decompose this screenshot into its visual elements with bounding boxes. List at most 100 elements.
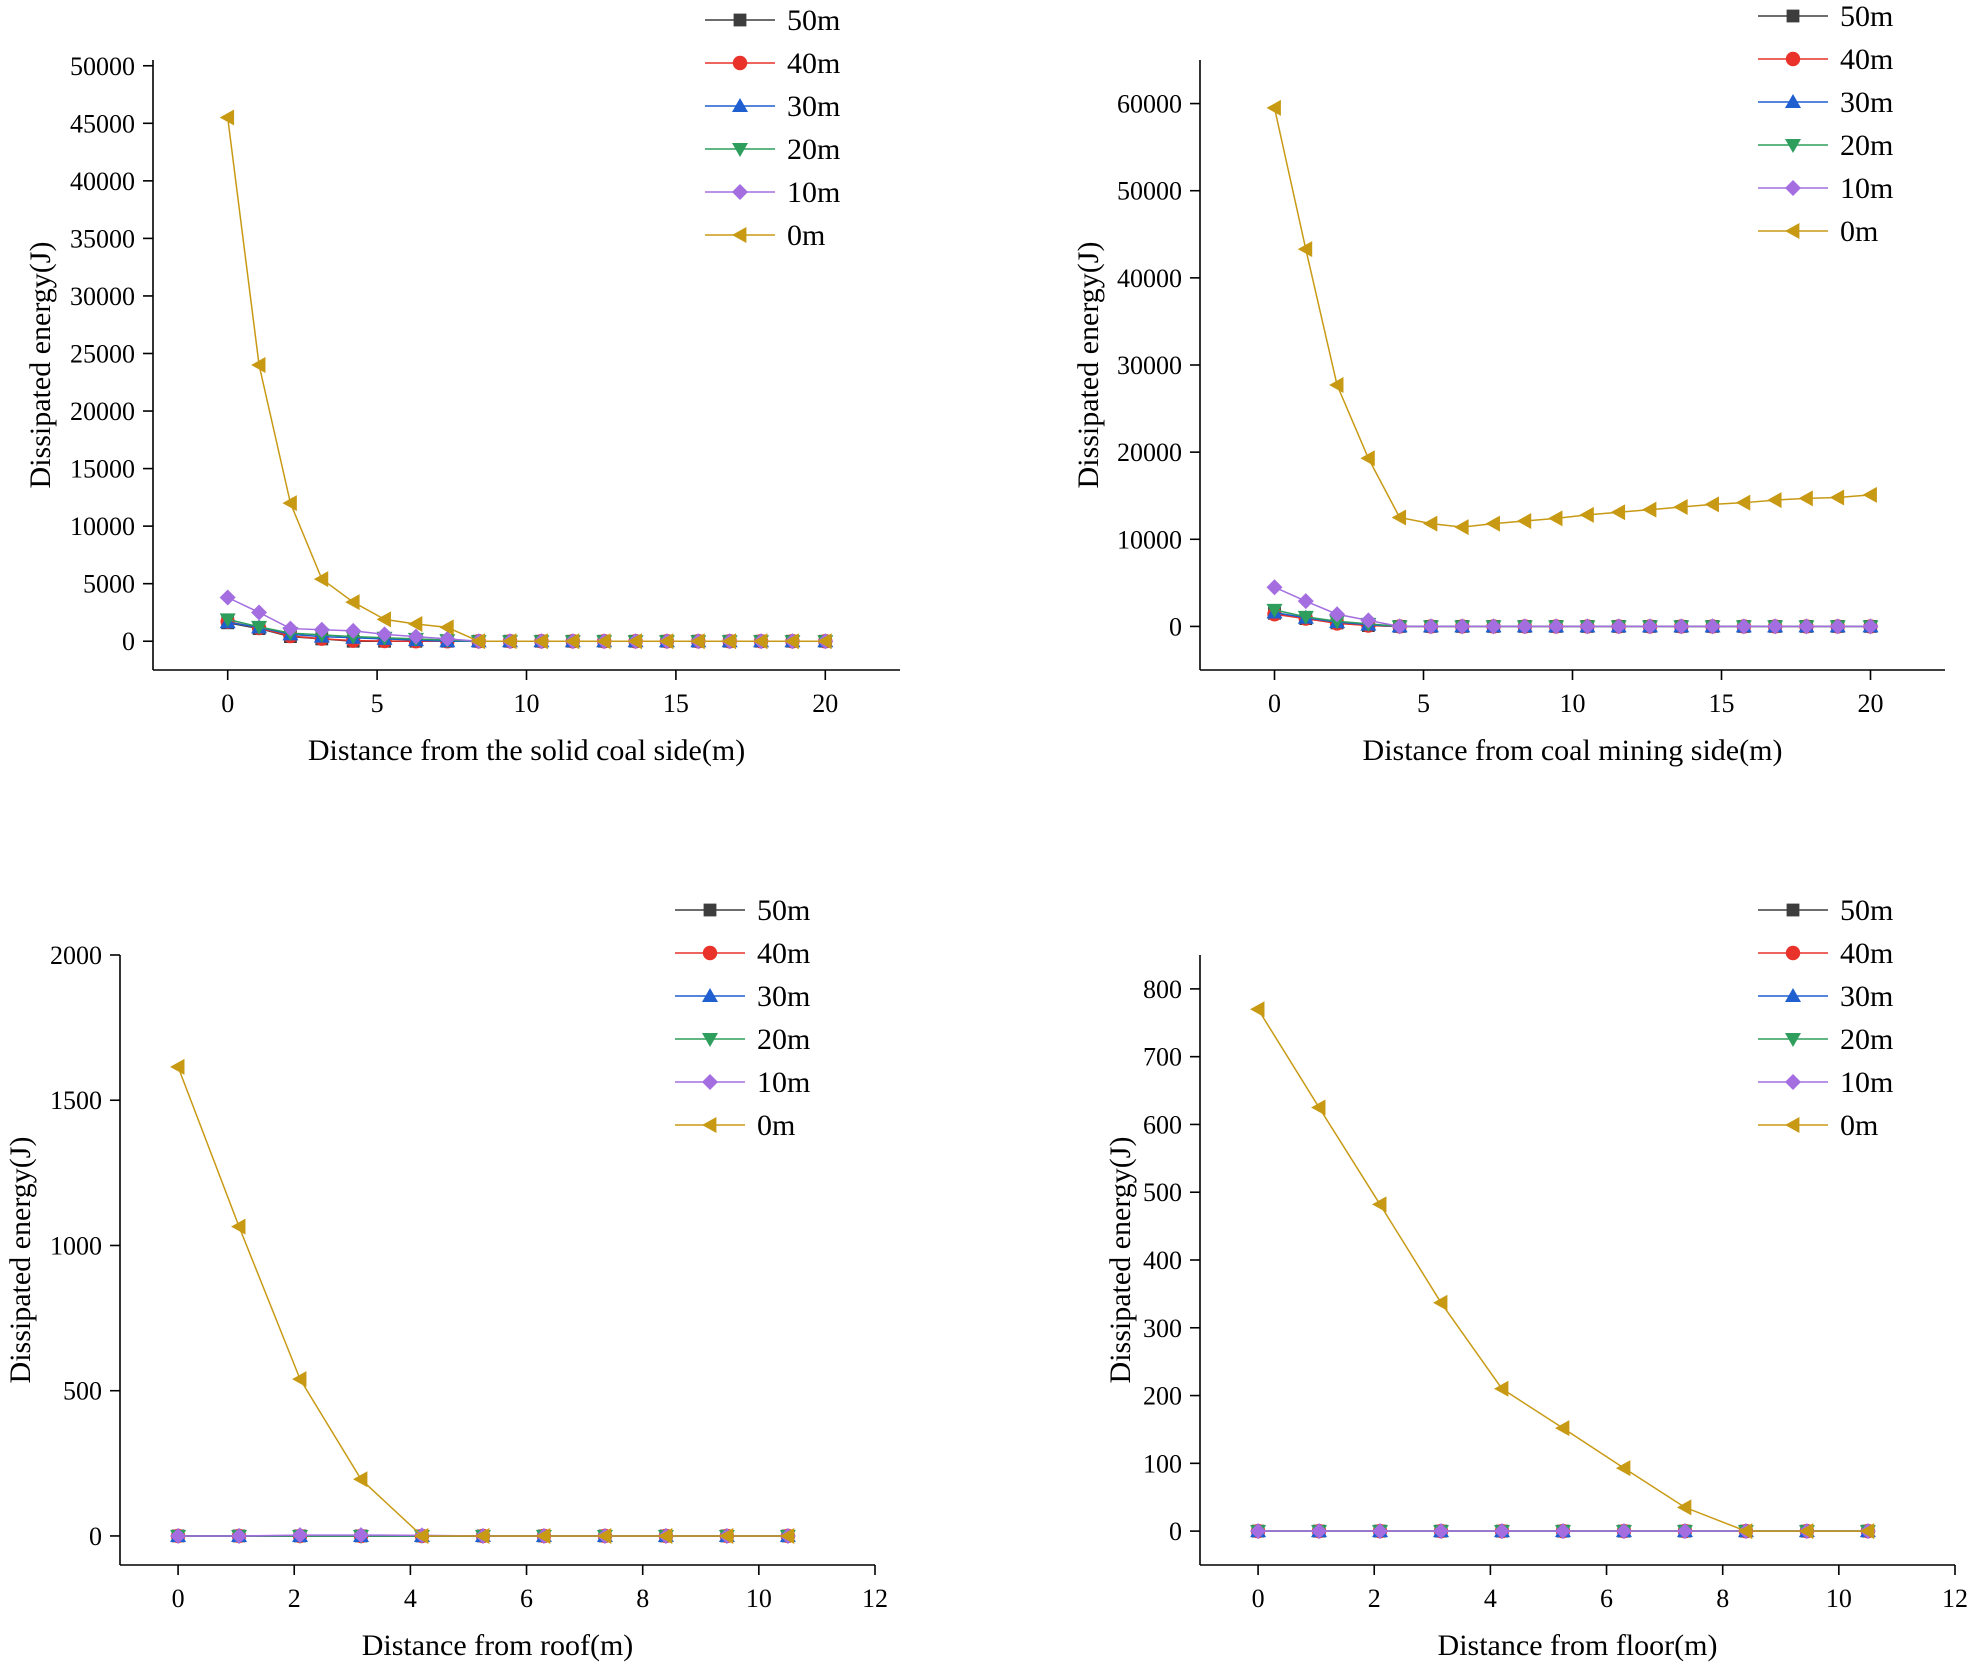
y-tick-label: 1500 xyxy=(50,1086,102,1115)
y-tick-label: 10000 xyxy=(70,512,135,541)
series-30m xyxy=(219,614,834,648)
chart-panel-floor: 0 2 4 6 8 10 12 0 100 200 300 400 500 600 700 800 Distan… xyxy=(1104,894,1968,1662)
data-point-0m xyxy=(533,633,548,650)
series-line-0m xyxy=(177,1066,788,1537)
data-point-0m xyxy=(690,633,705,650)
data-point-0m xyxy=(596,1527,612,1544)
x-tick-label: 8 xyxy=(1716,1584,1729,1613)
legend-marker-0m xyxy=(702,1117,717,1133)
data-point-0m xyxy=(1862,486,1877,503)
legend-marker-50m xyxy=(1786,903,1800,917)
legend-marker-0m xyxy=(732,227,747,243)
data-point-10m xyxy=(439,630,456,647)
data-point-20m xyxy=(1297,610,1314,625)
y-axis-label: Dissipated energy(J) xyxy=(1104,1137,1137,1384)
data-point-0m xyxy=(1735,494,1751,511)
data-point-0m xyxy=(439,619,454,636)
data-point-10m xyxy=(1433,1523,1450,1540)
legend-marker-40m xyxy=(702,945,718,961)
series-50m xyxy=(221,616,832,648)
y-tick-label: 0 xyxy=(89,1522,102,1551)
data-point-0m xyxy=(1266,99,1281,116)
legend-marker-40m xyxy=(1785,945,1801,961)
data-point-0m xyxy=(170,1058,185,1075)
data-point-0m xyxy=(1859,1523,1875,1540)
legend-item: 20m xyxy=(675,1023,810,1056)
legend-item: 40m xyxy=(1758,43,1893,76)
data-point-10m xyxy=(1485,618,1502,635)
data-point-0m xyxy=(1422,515,1438,532)
y-tick-label: 500 xyxy=(1143,1178,1182,1207)
data-point-10m xyxy=(1676,1523,1693,1540)
y-tick-label: 20000 xyxy=(1117,438,1182,467)
data-point-0m xyxy=(1676,1499,1692,1516)
legend-item: 0m xyxy=(1758,1109,1878,1142)
y-axis-label: Dissipated energy(J) xyxy=(24,242,57,489)
series-20m xyxy=(1266,603,1879,635)
legend-item: 0m xyxy=(675,1109,795,1142)
legend-marker-20m xyxy=(702,1033,718,1047)
x-tick-label: 4 xyxy=(404,1584,417,1613)
data-point-0m xyxy=(658,633,674,650)
legend-label-40m: 40m xyxy=(787,47,840,80)
legend-item: 30m xyxy=(1758,86,1893,119)
x-tick-label: 2 xyxy=(288,1584,301,1613)
legend-marker-10m xyxy=(732,184,748,200)
x-tick-label: 15 xyxy=(1709,689,1735,718)
y-tick-label: 1000 xyxy=(50,1231,102,1260)
legend-label-50m: 50m xyxy=(1840,894,1893,927)
legend-label-10m: 10m xyxy=(1840,172,1893,205)
y-tick-label: 800 xyxy=(1143,975,1182,1004)
legend-label-40m: 40m xyxy=(1840,937,1893,970)
legend-item: 10m xyxy=(1758,1066,1893,1099)
data-point-0m xyxy=(414,1527,429,1544)
y-tick-label: 50000 xyxy=(70,52,135,81)
y-tick-label: 40000 xyxy=(1117,264,1182,293)
legend-label-0m: 0m xyxy=(1840,1109,1878,1142)
data-point-10m xyxy=(1360,612,1377,629)
data-point-10m xyxy=(1829,618,1846,635)
legend: 50m 40m 30m 20m 10m 0m xyxy=(705,4,840,252)
legend-item: 50m xyxy=(705,4,840,37)
data-point-0m xyxy=(345,594,360,611)
legend-label-0m: 0m xyxy=(1840,215,1878,248)
data-point-10m xyxy=(1454,618,1471,635)
legend-label-50m: 50m xyxy=(1840,0,1893,33)
y-tick-label: 400 xyxy=(1143,1246,1182,1275)
chart-panel-roof: 0 2 4 6 8 10 12 0 500 1000 1500 2000 Distance from r… xyxy=(4,894,888,1662)
legend-item: 50m xyxy=(1758,0,1893,33)
y-tick-label: 10000 xyxy=(1117,525,1182,554)
x-tick-label: 10 xyxy=(746,1584,772,1613)
legend-label-20m: 20m xyxy=(1840,1023,1893,1056)
legend-item: 30m xyxy=(705,90,840,123)
data-point-10m xyxy=(407,628,424,645)
data-point-0m xyxy=(1391,509,1407,526)
data-point-0m xyxy=(474,1527,490,1544)
legend-label-10m: 10m xyxy=(757,1066,810,1099)
data-point-0m xyxy=(282,495,297,512)
data-point-10m xyxy=(1798,618,1815,635)
data-point-0m xyxy=(1494,1380,1509,1397)
data-point-10m xyxy=(1641,618,1658,635)
legend-marker-30m xyxy=(1785,94,1801,108)
legend-marker-30m xyxy=(702,988,718,1002)
data-point-0m xyxy=(784,633,799,650)
legend: 50m 40m 30m 20m 10m 0m xyxy=(1758,0,1893,248)
y-tick-label: 45000 xyxy=(70,109,135,138)
x-tick-label: 0 xyxy=(172,1584,185,1613)
legend-marker-30m xyxy=(1785,988,1801,1002)
x-tick-label: 20 xyxy=(812,689,838,718)
data-point-0m xyxy=(721,633,737,650)
data-point-0m xyxy=(1704,496,1719,513)
data-point-0m xyxy=(292,1371,307,1388)
legend-label-30m: 30m xyxy=(1840,980,1893,1013)
data-point-0m xyxy=(1329,377,1344,394)
legend-item: 20m xyxy=(705,133,840,166)
data-point-10m xyxy=(1548,618,1565,635)
legend-label-30m: 30m xyxy=(1840,86,1893,119)
data-point-20m xyxy=(219,613,236,628)
data-point-0m xyxy=(313,571,329,588)
x-tick-label: 15 xyxy=(663,689,689,718)
data-point-10m xyxy=(353,1527,370,1544)
series-line-0m xyxy=(1273,107,1871,528)
